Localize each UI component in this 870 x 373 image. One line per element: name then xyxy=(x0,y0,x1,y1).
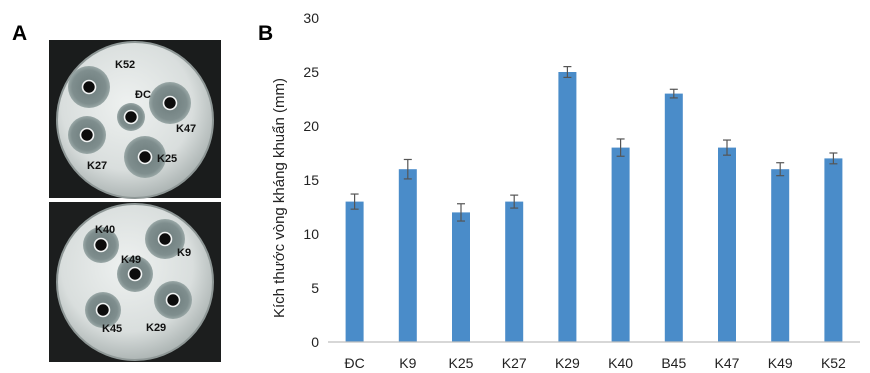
bar xyxy=(399,169,417,342)
agar-plates-photo: K52 ĐC K47 K27 K25 K40 K9 K49 K45 K29 xyxy=(49,40,221,362)
y-tick-label: 15 xyxy=(303,172,319,188)
bar xyxy=(346,202,364,342)
plate-label-k49: K49 xyxy=(121,254,141,266)
x-tick-label: B45 xyxy=(661,355,686,371)
y-tick-label: 30 xyxy=(303,10,319,26)
agar-well xyxy=(83,81,96,94)
plate-label-k52: K52 xyxy=(115,59,135,71)
bar xyxy=(505,202,523,342)
bar xyxy=(665,94,683,342)
bar xyxy=(612,148,630,342)
x-tick-label: K47 xyxy=(715,355,740,371)
x-tick-label: K52 xyxy=(821,355,846,371)
plate-label-k45: K45 xyxy=(102,323,122,335)
bar-chart: Kích thước vòng kháng khuẩn (mm) 0 5 10 15 2… xyxy=(255,0,870,373)
error-bars xyxy=(351,67,838,221)
x-tick-label: ĐC xyxy=(344,355,364,371)
agar-well xyxy=(125,111,138,124)
y-axis-ticks: 0 5 10 15 20 25 30 xyxy=(303,10,319,350)
y-tick-label: 0 xyxy=(311,334,319,350)
agar-well xyxy=(164,97,177,110)
bar xyxy=(718,148,736,342)
agar-well xyxy=(97,304,110,317)
x-tick-label: K9 xyxy=(399,355,416,371)
y-tick-label: 5 xyxy=(311,280,319,296)
plate-label-k40: K40 xyxy=(95,224,115,236)
x-tick-label: K49 xyxy=(768,355,793,371)
plate-label-k47: K47 xyxy=(176,123,196,135)
bar xyxy=(824,158,842,342)
x-axis-labels: ĐC K9 K25 K27 K29 K40 B45 K47 K49 K52 xyxy=(344,355,846,371)
plate-label-k27: K27 xyxy=(87,160,107,172)
y-tick-label: 25 xyxy=(303,64,319,80)
y-axis-title: Kích thước vòng kháng khuẩn (mm) xyxy=(271,78,288,318)
y-tick-label: 10 xyxy=(303,226,319,242)
bar xyxy=(558,72,576,342)
plate-label-dc: ĐC xyxy=(135,89,151,101)
plate-label-k25: K25 xyxy=(157,153,177,165)
bars xyxy=(346,72,843,342)
agar-well xyxy=(159,233,172,246)
agar-well xyxy=(167,294,180,307)
y-tick-label: 20 xyxy=(303,118,319,134)
agar-well xyxy=(95,239,108,252)
x-tick-label: K27 xyxy=(502,355,527,371)
agar-well xyxy=(139,151,152,164)
agar-well xyxy=(129,268,142,281)
bar xyxy=(452,212,470,342)
x-tick-label: K29 xyxy=(555,355,580,371)
agar-well xyxy=(81,129,94,142)
x-tick-label: K25 xyxy=(449,355,474,371)
bar xyxy=(771,169,789,342)
plate-label-k9: K9 xyxy=(177,247,191,259)
panel-a-label: A xyxy=(12,22,27,46)
plate-label-k29: K29 xyxy=(146,322,166,334)
x-tick-label: K40 xyxy=(608,355,633,371)
